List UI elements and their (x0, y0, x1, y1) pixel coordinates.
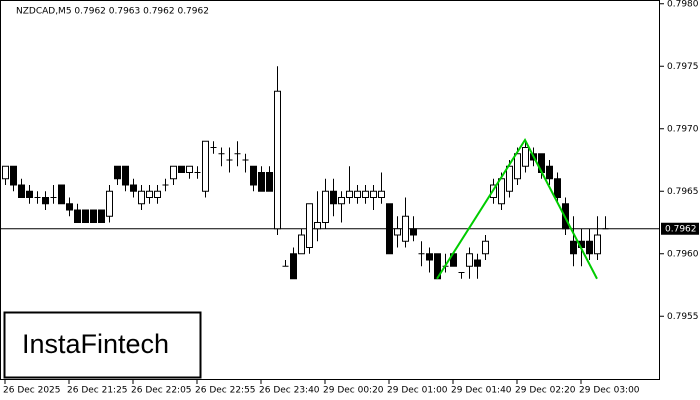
x-tick-label: 29 Dec 03:00 (579, 386, 640, 396)
logo-box (3, 311, 202, 379)
y-tick-label: 0.7975 (667, 62, 699, 72)
candle-body (338, 197, 345, 205)
x-tick-label: 26 Dec 23:40 (259, 386, 320, 396)
candle-body (554, 178, 561, 198)
candle-body (170, 165, 177, 180)
candle-body (202, 140, 209, 192)
y-tick-label: 0.7960 (667, 249, 699, 259)
candle-body (58, 184, 65, 205)
candle-body (90, 209, 97, 223)
candle-body (402, 215, 409, 242)
current-price-box (661, 222, 699, 235)
candle-body (426, 253, 433, 261)
candle-body (386, 203, 393, 255)
candle-body (122, 165, 129, 186)
candle-body (186, 165, 193, 173)
candle-body (130, 184, 137, 192)
candle-body (42, 197, 49, 205)
candle-body (586, 240, 593, 255)
x-tick-label: 26 Dec 22:05 (131, 386, 192, 396)
candle-body (98, 209, 105, 223)
candle-body (274, 90, 281, 230)
candle-body (146, 190, 153, 198)
candle-body (298, 234, 305, 255)
candle-body (362, 190, 369, 198)
x-tick-label: 26 Dec 2025 (3, 386, 61, 396)
candle-body (258, 172, 265, 192)
candle-body (394, 228, 401, 236)
y-tick-label: 0.7965 (667, 187, 699, 197)
candle-body (154, 190, 161, 198)
logo: InstaFintech (22, 329, 169, 359)
candle-body (346, 190, 353, 198)
candle-body (138, 190, 145, 205)
current-price-label: 0.7962 (665, 224, 697, 234)
candle-body (410, 228, 417, 236)
candle-body (2, 165, 9, 180)
candle-body (466, 253, 473, 267)
candle-body (114, 165, 121, 180)
candle-body (354, 190, 361, 198)
candle-body (26, 190, 33, 198)
y-tick-label: 0.7970 (667, 124, 699, 134)
x-tick-label: 29 Dec 01:00 (387, 386, 448, 396)
candle-body (546, 165, 553, 180)
y-tick-label: 0.7980 (667, 0, 699, 9)
x-tick-label: 29 Dec 02:20 (515, 386, 576, 396)
candle-body (474, 259, 481, 267)
candle-body (306, 203, 313, 248)
y-tick-label: 0.7955 (667, 312, 699, 322)
candle-body (106, 190, 113, 217)
x-tick-label: 29 Dec 01:40 (451, 386, 512, 396)
candle-body (82, 209, 89, 223)
candle-body (290, 253, 297, 280)
candle-body (498, 178, 505, 205)
candle-body (266, 172, 273, 192)
candle-body (250, 165, 257, 186)
candle-body (178, 165, 185, 173)
candle-body (66, 203, 73, 211)
candle-body (330, 190, 337, 205)
x-tick-label: 26 Dec 21:25 (67, 386, 128, 396)
pattern-line (436, 137, 598, 280)
candle-body (74, 209, 81, 223)
candle-body (314, 222, 321, 230)
chart-title: NZDCAD,M5 0.7962 0.7963 0.7962 0.7962 (16, 7, 209, 17)
candle-body (18, 184, 25, 198)
x-tick-label: 29 Dec 00:20 (323, 386, 384, 396)
candle-body (594, 234, 601, 255)
candle-body (322, 190, 329, 223)
candle-body (506, 165, 513, 192)
candle-body (570, 240, 577, 255)
x-tick-label: 26 Dec 22:55 (195, 386, 256, 396)
candle-body (482, 240, 489, 255)
candle-body (378, 190, 385, 198)
candle-body (522, 147, 529, 167)
candle-body (370, 190, 377, 198)
candle-body (10, 165, 17, 186)
candle-body (514, 153, 521, 180)
